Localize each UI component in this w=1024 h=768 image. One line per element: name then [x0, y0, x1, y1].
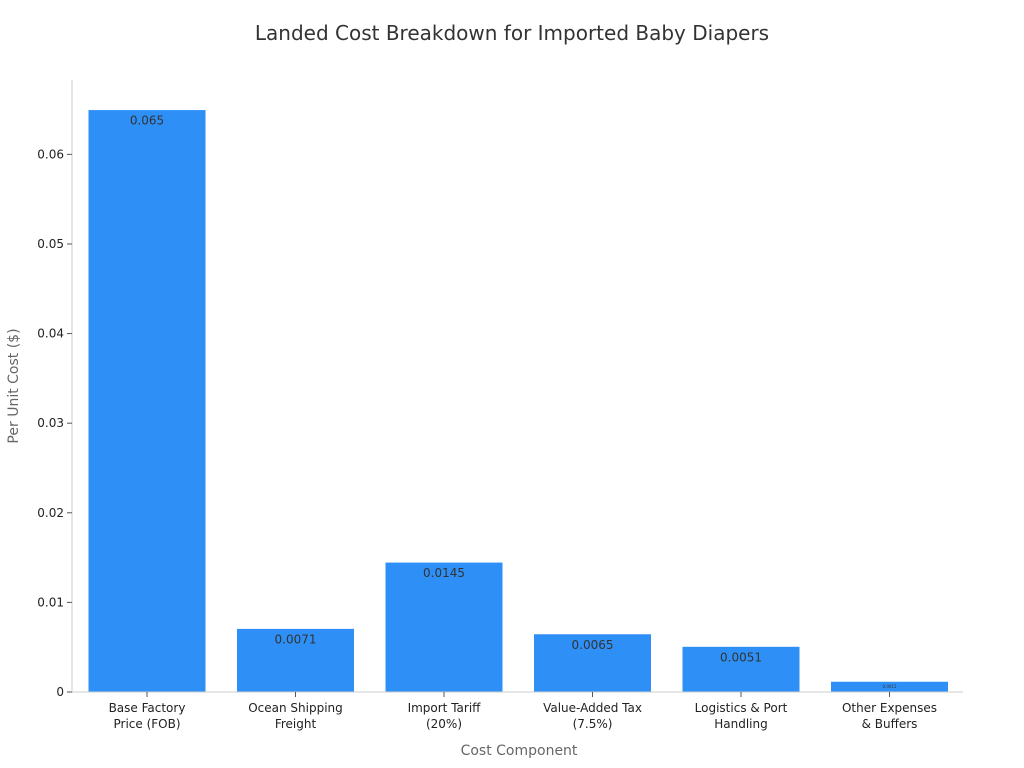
bar-5	[681, 645, 801, 693]
x-tick-label: Logistics & Port	[695, 701, 788, 715]
y-tick-label: 0.04	[37, 327, 64, 341]
data-label-3: 0.0145	[423, 566, 465, 580]
x-tick-label: Handling	[714, 717, 768, 731]
data-label-4: 0.0065	[572, 638, 614, 652]
data-label-5: 0.0051	[720, 650, 762, 664]
x-axis: Base Factory Price (FOB) Ocean Shipping Fre…	[72, 691, 963, 731]
x-tick-label: Price (FOB)	[113, 717, 180, 731]
x-tick-label: (7.5%)	[573, 717, 613, 731]
data-label-1: 0.065	[130, 114, 164, 128]
data-label-6: 0.0012	[883, 684, 897, 689]
x-tick-label: & Buffers	[862, 717, 918, 731]
x-tick-label: Freight	[275, 717, 317, 731]
y-tick-label: 0.06	[37, 147, 64, 161]
y-tick-label: 0.02	[37, 506, 64, 520]
x-tick-label: Value-Added Tax	[543, 701, 642, 715]
y-tick-label: 0.01	[37, 595, 64, 609]
x-tick-label: Base Factory	[109, 701, 186, 715]
bar-3	[384, 561, 504, 693]
x-tick-label: Import Tariff	[408, 701, 482, 715]
x-tick-label: Ocean Shipping	[248, 701, 343, 715]
y-tick-label: 0.03	[37, 416, 64, 430]
bar-4	[533, 633, 652, 693]
chart-title: Landed Cost Breakdown for Imported Baby …	[255, 21, 769, 45]
x-tick-label: (20%)	[426, 717, 462, 731]
bar-2	[236, 627, 355, 693]
bar-1	[87, 109, 207, 693]
data-label-2: 0.0071	[275, 632, 317, 646]
y-tick-label: 0	[56, 685, 64, 699]
x-tick-label: Other Expenses	[842, 701, 937, 715]
y-axis-title: Per Unit Cost ($)	[6, 328, 22, 443]
bars-group: 0.065 0.0071 0.0145 0.0065 0.0051 0.0012	[87, 109, 949, 693]
y-tick-label: 0.05	[37, 237, 64, 251]
x-axis-title: Cost Component	[461, 743, 578, 759]
y-axis: 0 0.01 0.02 0.03 0.04 0.05 0.06	[37, 80, 73, 699]
